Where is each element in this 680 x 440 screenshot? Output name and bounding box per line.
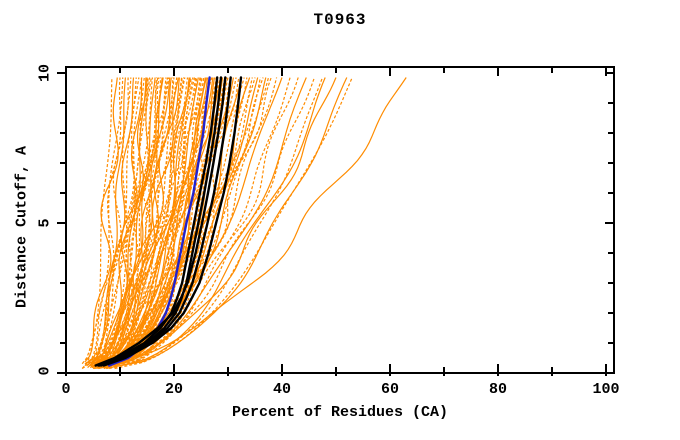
- ensemble-curve: [119, 77, 326, 367]
- ensemble-curve: [87, 77, 145, 366]
- ensemble-curve: [93, 77, 152, 367]
- ensemble-curve: [92, 77, 148, 367]
- x-tick-label: 60: [380, 381, 400, 398]
- ensemble-curve: [106, 77, 270, 366]
- ensemble-curve: [81, 77, 113, 369]
- ensemble-curve: [92, 77, 140, 363]
- ensemble-curve: [84, 77, 129, 367]
- ensemble-curve: [88, 77, 179, 364]
- ensemble-curve: [105, 77, 192, 370]
- y-tick-label: 0: [36, 366, 54, 376]
- plot-frame: [65, 66, 615, 374]
- x-tick-label: 100: [592, 381, 620, 398]
- ensemble-curve: [111, 77, 264, 364]
- ensemble-curve: [93, 77, 190, 370]
- ensemble-curve: [89, 77, 126, 366]
- x-tick-label: 0: [61, 381, 71, 398]
- ensemble-curve: [111, 77, 209, 367]
- x-tick-label: 20: [164, 381, 184, 398]
- ensemble-curve: [110, 77, 198, 366]
- y-tick-label: 5: [36, 218, 54, 228]
- ensemble-curve: [90, 77, 171, 368]
- ensemble-curve: [109, 77, 407, 363]
- ensemble-curve: [98, 77, 186, 365]
- ensemble-curve: [114, 77, 272, 367]
- ensemble-curve: [84, 77, 143, 365]
- ensemble-curve: [97, 77, 206, 365]
- ensemble-curve: [111, 77, 315, 365]
- ensemble-curve: [84, 77, 119, 363]
- ensemble-curve: [109, 77, 256, 369]
- ensemble-curve: [89, 77, 153, 369]
- ensemble-curve: [92, 77, 132, 368]
- ensemble-curve: [81, 77, 124, 365]
- ensemble-curve: [81, 77, 137, 370]
- black-model-curve: [102, 76, 243, 367]
- ensemble-curve: [94, 77, 183, 365]
- ensemble-curve: [96, 77, 203, 363]
- ensemble-curve: [97, 77, 169, 370]
- chart-title: T0963: [313, 11, 367, 29]
- ensemble-curve: [98, 77, 175, 369]
- ensemble-curve: [87, 77, 122, 364]
- ensemble-curve: [117, 77, 324, 366]
- ensemble-curve: [90, 77, 170, 367]
- ensemble-curve: [100, 77, 167, 366]
- black-model-curve: [94, 76, 227, 367]
- x-axis-label: Percent of Residues (CA): [231, 404, 449, 421]
- ensemble-curve: [101, 77, 185, 369]
- black-model-curve: [98, 76, 223, 367]
- y-tick-label: 10: [36, 63, 54, 83]
- ensemble-curve: [91, 77, 163, 369]
- black-model-curve: [99, 76, 232, 367]
- ensemble-curve: [109, 77, 348, 369]
- ensemble-curve: [100, 77, 149, 366]
- ensemble-curve: [102, 77, 174, 363]
- ensemble-curve: [114, 77, 353, 370]
- x-tick-label: 40: [272, 381, 292, 398]
- x-tick-label: 80: [488, 381, 508, 398]
- ensemble-curve: [98, 77, 278, 368]
- black-model-curve: [97, 76, 219, 367]
- ensemble-curve: [103, 77, 337, 368]
- ensemble-curve: [95, 77, 232, 368]
- y-axis-label: Distance Cutoff, A: [13, 145, 31, 309]
- ensemble-curve: [95, 77, 156, 370]
